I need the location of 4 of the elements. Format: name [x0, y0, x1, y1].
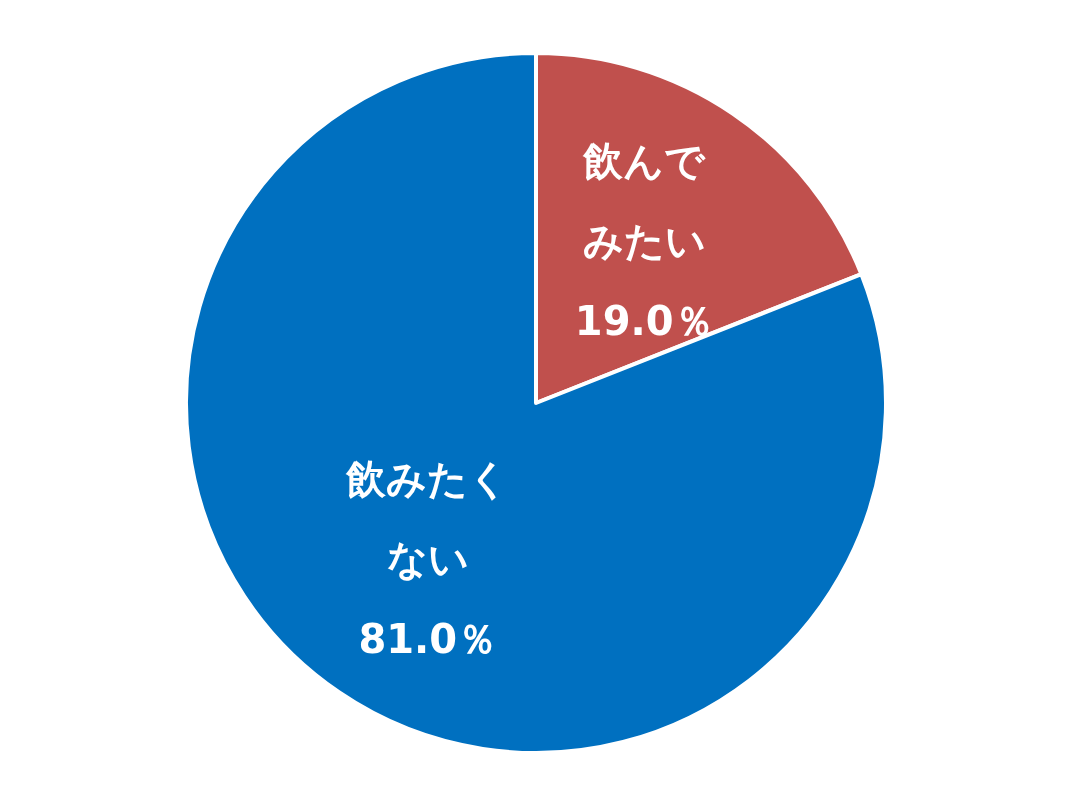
data-label: 81.0％ — [358, 616, 498, 663]
slice-label: 飲みたくない — [345, 456, 510, 583]
data-label: 19.0％ — [574, 297, 714, 344]
slice-label: 飲んでみたい — [582, 137, 707, 264]
